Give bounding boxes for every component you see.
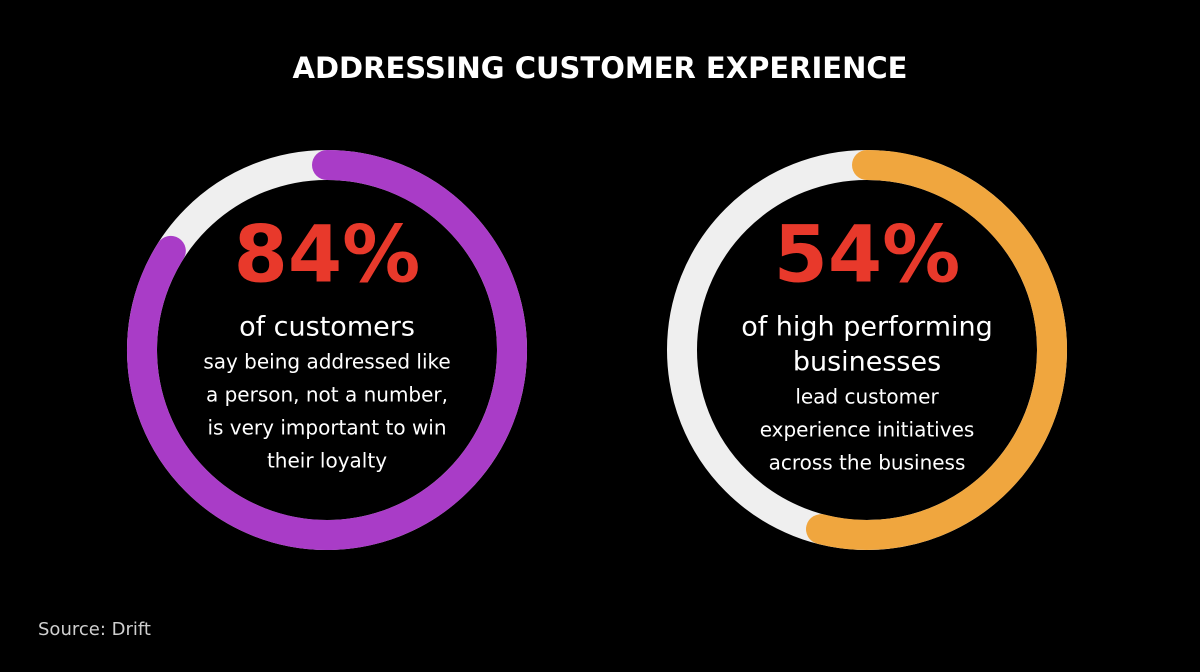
headline: of customers: [239, 312, 415, 343]
description: say being addressed like: [203, 350, 450, 374]
description: their loyalty: [267, 449, 387, 473]
value-label: 84%: [234, 210, 421, 300]
source: Source: Drift: [38, 619, 151, 640]
title: ADDRESSING CUSTOMER EXPERIENCE: [293, 51, 908, 85]
value-label: 54%: [774, 210, 961, 300]
description: a person, not a number,: [206, 383, 448, 407]
description: experience initiatives: [760, 418, 975, 442]
description: across the business: [769, 451, 966, 475]
description: is very important to win: [207, 416, 446, 440]
donut-arc: [127, 150, 527, 550]
headline: of high performing: [741, 312, 993, 343]
description: lead customer: [795, 385, 939, 409]
donut-arc: [805, 150, 1067, 550]
headline: businesses: [793, 347, 941, 378]
